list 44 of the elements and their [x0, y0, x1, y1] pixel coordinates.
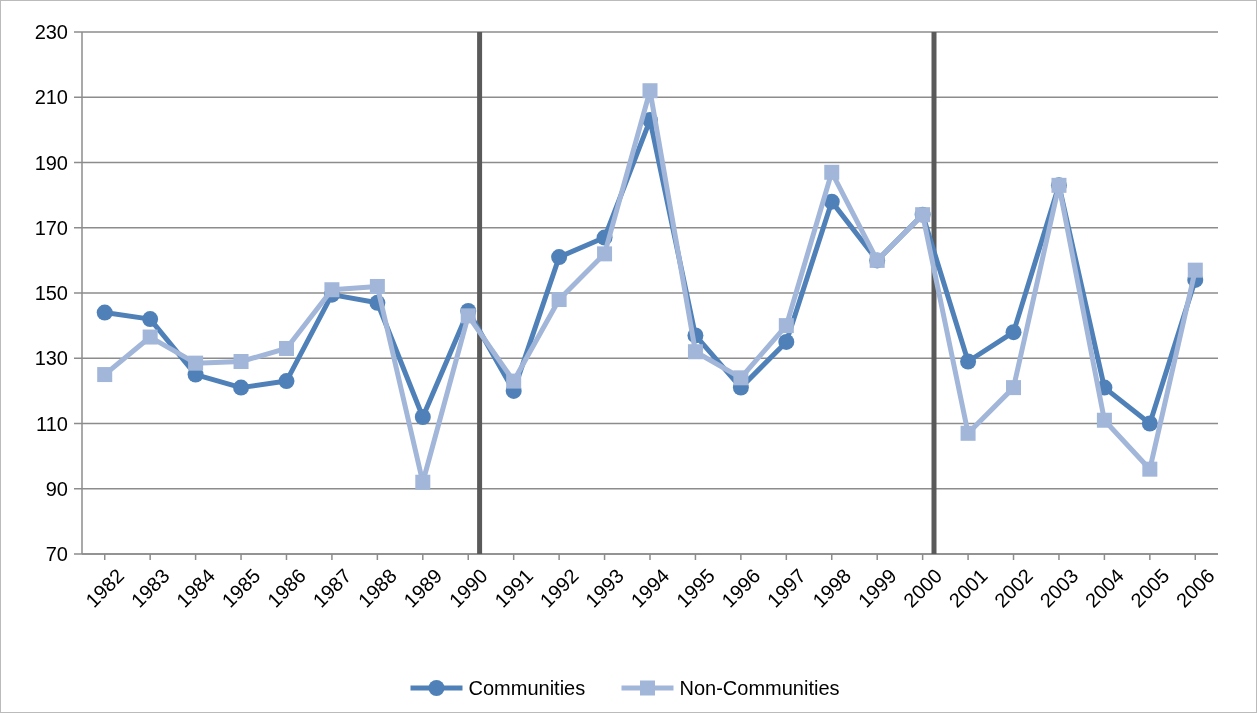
y-tick-label: 230 [34, 21, 68, 43]
point [960, 425, 976, 441]
point [142, 311, 159, 328]
point [824, 164, 840, 180]
point [551, 292, 567, 308]
point [1187, 262, 1203, 278]
point [142, 329, 158, 345]
point [278, 340, 294, 356]
point [278, 373, 295, 390]
point [1005, 324, 1022, 341]
legend-label: Communities [468, 677, 586, 699]
point [460, 308, 476, 324]
y-tick-label: 190 [34, 151, 68, 174]
point [1096, 412, 1112, 428]
point [188, 355, 204, 371]
point [642, 83, 658, 99]
point [233, 354, 249, 370]
point [687, 344, 703, 360]
point [1006, 380, 1022, 396]
y-tick-label: 110 [36, 412, 68, 435]
point [324, 282, 340, 298]
y-tick-label: 90 [45, 477, 68, 500]
point [415, 474, 431, 490]
point [733, 370, 749, 386]
point [823, 193, 840, 210]
point [506, 373, 522, 389]
point [369, 278, 385, 294]
point [414, 408, 431, 425]
point [551, 249, 568, 266]
y-tick-label: 130 [34, 347, 68, 370]
point [960, 353, 977, 370]
point [1141, 415, 1158, 432]
y-tick-label: 210 [34, 86, 68, 109]
point [1142, 461, 1158, 477]
point [96, 304, 113, 321]
y-tick-label: 70 [45, 543, 68, 565]
point [233, 379, 250, 396]
point [778, 333, 795, 350]
legend-label: Non-Communities [679, 677, 840, 699]
point [597, 246, 613, 262]
y-tick-label: 170 [34, 216, 68, 239]
y-tick-label: 150 [34, 282, 68, 304]
point [97, 367, 113, 383]
point [778, 318, 794, 334]
